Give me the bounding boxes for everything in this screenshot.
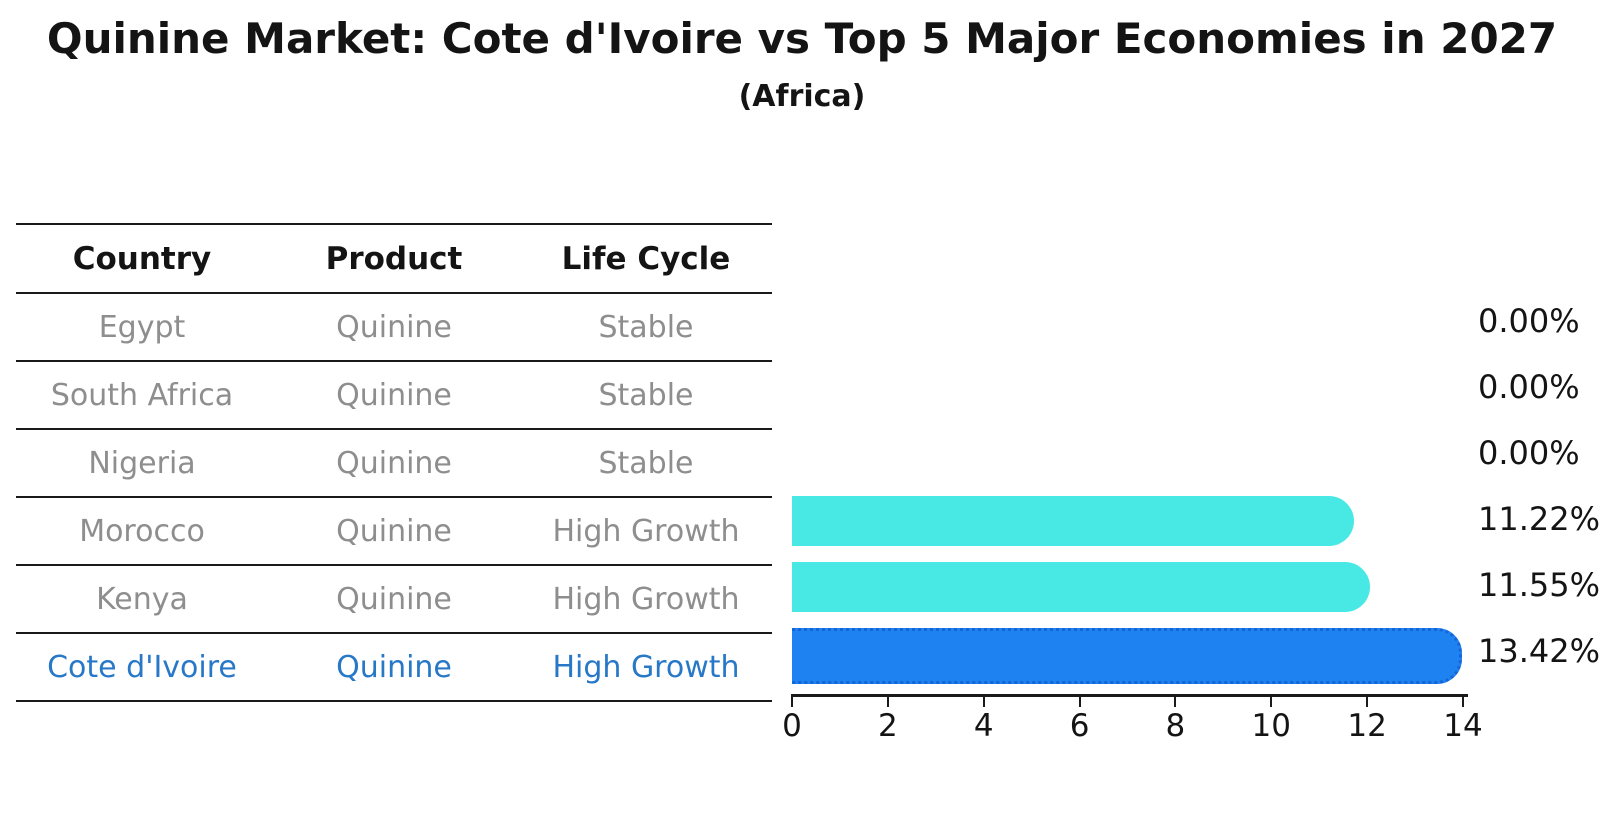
table-cell-product: Quinine — [336, 581, 452, 617]
table-row: South Africa Quinine Stable — [16, 362, 772, 430]
table-row: Kenya Quinine High Growth — [16, 566, 772, 634]
table-cell-life-cycle: Stable — [598, 377, 694, 413]
value-label: 0.00% — [1478, 434, 1580, 472]
bar-kenya — [792, 562, 1370, 612]
x-axis — [791, 694, 1468, 697]
bar-morocco — [792, 496, 1354, 546]
x-tick-label: 4 — [973, 708, 994, 744]
x-tick — [1270, 697, 1273, 707]
x-tick-label: 12 — [1347, 708, 1387, 744]
table-cell-country: South Africa — [50, 377, 234, 413]
value-label: 11.22% — [1478, 500, 1601, 538]
x-tick-label: 14 — [1443, 708, 1483, 744]
summary-table: Country Product Life Cycle Egypt Quinine… — [16, 223, 772, 702]
table-cell-country: Morocco — [79, 513, 205, 549]
x-tick-label: 6 — [1069, 708, 1090, 744]
table-cell-product: Quinine — [336, 377, 452, 413]
chart-title: Quinine Market: Cote d'Ivoire vs Top 5 M… — [46, 14, 1558, 63]
value-label: 13.42% — [1478, 632, 1601, 670]
table-cell-product: Quinine — [336, 309, 452, 345]
table-row: Morocco Quinine High Growth — [16, 498, 772, 566]
x-tick-label: 0 — [782, 708, 802, 744]
x-tick-label: 10 — [1251, 708, 1291, 744]
table-row: Cote d'Ivoire Quinine High Growth — [16, 634, 772, 702]
table-header-product: Product — [325, 240, 463, 277]
table-cell-product: Quinine — [336, 513, 452, 549]
table-cell-country: Nigeria — [88, 445, 196, 481]
x-tick — [1462, 697, 1464, 707]
value-label: 0.00% — [1478, 302, 1580, 340]
value-label: 11.55% — [1478, 566, 1601, 604]
table-cell-life-cycle: Stable — [598, 309, 694, 345]
x-tick — [791, 697, 793, 707]
x-tick — [1366, 697, 1369, 707]
x-tick — [1078, 697, 1081, 707]
table-header-country: Country — [72, 240, 212, 277]
table-row: Egypt Quinine Stable — [16, 294, 772, 362]
table-cell-life-cycle: High Growth — [552, 513, 740, 549]
table-cell-country: Egypt — [98, 309, 186, 345]
table-cell-life-cycle: High Growth — [552, 649, 740, 685]
table-cell-product: Quinine — [336, 445, 452, 481]
table-cell-life-cycle: Stable — [598, 445, 694, 481]
chart-subtitle: (Africa) — [738, 79, 866, 114]
table-cell-life-cycle: High Growth — [552, 581, 740, 617]
bar-cote-d-ivoire — [792, 628, 1463, 684]
table-body: Egypt Quinine Stable South Africa Quinin… — [16, 294, 772, 702]
x-tick — [982, 697, 985, 707]
table-cell-country: Kenya — [96, 581, 188, 617]
table-header-life-cycle: Life Cycle — [561, 240, 731, 277]
value-label: 0.00% — [1478, 368, 1580, 406]
x-tick — [1174, 697, 1177, 707]
table-row: Nigeria Quinine Stable — [16, 430, 772, 498]
x-tick-label: 2 — [877, 708, 898, 744]
x-tick — [886, 697, 889, 707]
table-cell-product: Quinine — [336, 649, 452, 685]
table-header-row: Country Product Life Cycle — [16, 225, 772, 294]
x-tick-label: 8 — [1165, 708, 1186, 744]
table-cell-country: Cote d'Ivoire — [47, 649, 237, 685]
